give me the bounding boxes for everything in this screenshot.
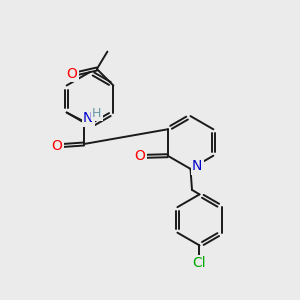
Text: O: O [135,149,146,163]
Text: N: N [83,112,93,125]
Text: Cl: Cl [193,256,206,270]
Text: O: O [67,67,77,80]
Text: N: N [192,160,202,173]
Text: O: O [52,139,62,152]
Text: H: H [92,106,101,120]
